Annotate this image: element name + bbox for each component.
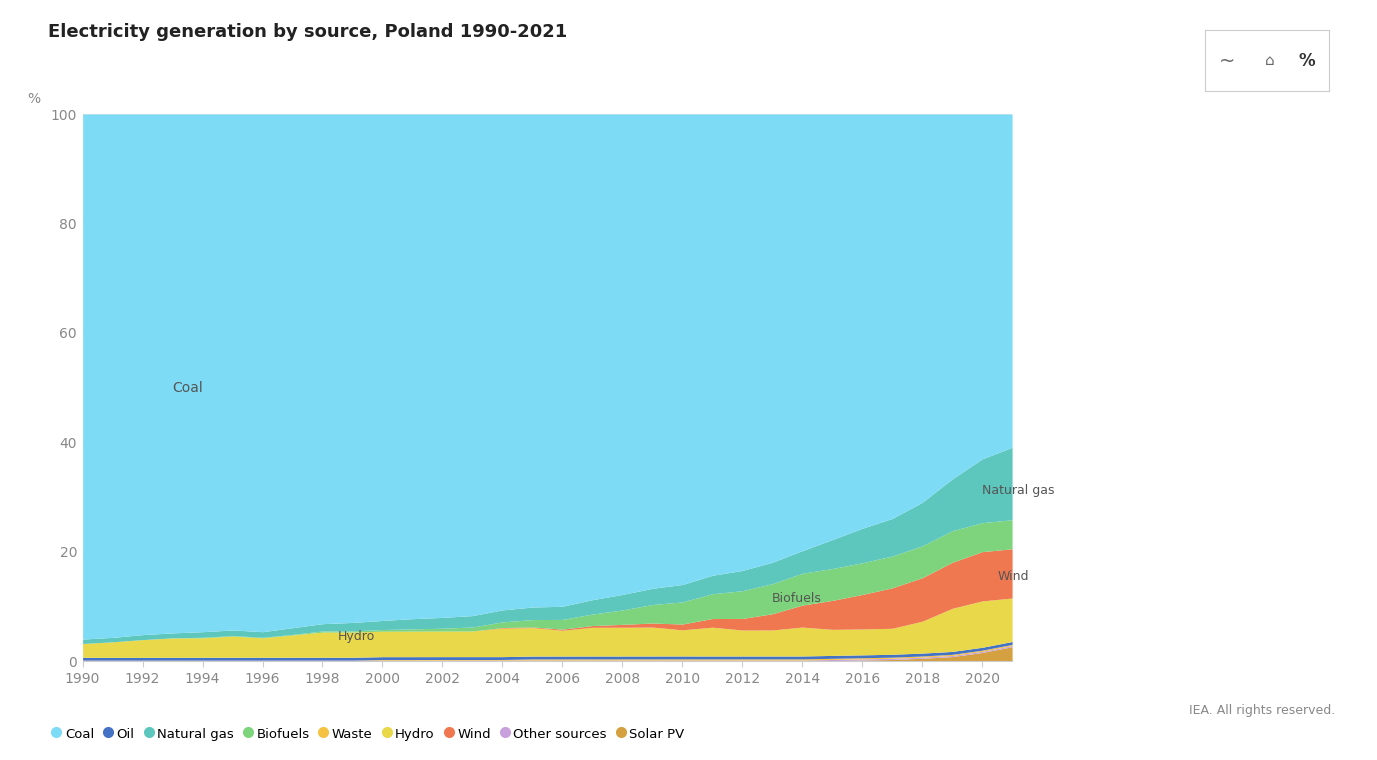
- Text: Wind: Wind: [997, 570, 1029, 583]
- Text: Natural gas: Natural gas: [982, 484, 1055, 497]
- Text: %: %: [1299, 52, 1315, 70]
- Text: %: %: [26, 92, 40, 106]
- Text: Coal: Coal: [172, 381, 204, 394]
- Text: ~: ~: [1219, 52, 1235, 70]
- Text: Electricity generation by source, Poland 1990-2021: Electricity generation by source, Poland…: [48, 23, 567, 41]
- Text: IEA. All rights reserved.: IEA. All rights reserved.: [1190, 705, 1336, 717]
- Text: ⌂: ⌂: [1264, 53, 1274, 68]
- Text: Biofuels: Biofuels: [772, 592, 822, 605]
- Text: Hydro: Hydro: [337, 630, 375, 643]
- Legend: Coal, Oil, Natural gas, Biofuels, Waste, Hydro, Wind, Other sources, Solar PV: Coal, Oil, Natural gas, Biofuels, Waste,…: [48, 722, 690, 746]
